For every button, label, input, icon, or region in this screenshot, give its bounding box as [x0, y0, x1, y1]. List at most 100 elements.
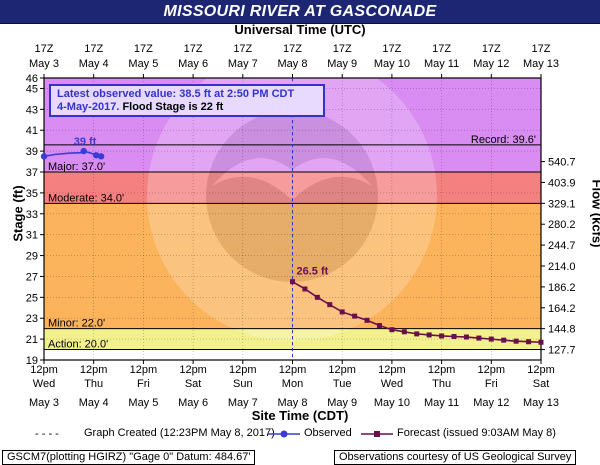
- utc-tick-hour: 17Z: [233, 43, 252, 55]
- forecast-point: [439, 333, 445, 339]
- data-credit: Observations courtesy of US Geological S…: [334, 450, 577, 465]
- local-tick-day: Fri: [137, 378, 150, 390]
- utc-tick-date: May 6: [178, 58, 208, 70]
- stage-tick-label: 27: [26, 271, 38, 283]
- utc-tick-date: May 12: [473, 58, 509, 70]
- flood-stage-note: Flood Stage is 22 ft: [122, 101, 224, 113]
- stage-tick-label: 35: [26, 188, 38, 200]
- top-axis-title: Universal Time (UTC): [234, 22, 366, 37]
- stage-axis-title: Stage (ft): [10, 185, 26, 242]
- forecast-point: [401, 329, 407, 335]
- local-tick-time: 12pm: [328, 364, 356, 376]
- utc-tick-hour: 17Z: [184, 43, 203, 55]
- stage-tick-label: 19: [26, 355, 38, 367]
- observed-point: [40, 153, 48, 160]
- local-tick-date: May 4: [79, 397, 109, 409]
- forecast-point: [526, 339, 532, 345]
- forecast-point: [352, 313, 358, 319]
- stage-tick-label: 29: [26, 251, 38, 263]
- forecast-peak-label: 26.5 ft: [297, 266, 329, 278]
- major-stage-label: Major: 37.0': [48, 161, 105, 173]
- local-tick-day: Wed: [33, 378, 55, 390]
- flow-tick-label: 403.9: [548, 177, 576, 189]
- utc-tick-date: May 11: [424, 58, 459, 70]
- local-tick-time: 12pm: [279, 364, 307, 376]
- local-tick-day: Fri: [485, 378, 498, 390]
- local-tick-time: 12pm: [179, 364, 207, 376]
- legend-forecast: Forecast (issued 9:03AM May 8): [397, 427, 556, 439]
- utc-tick-hour: 17Z: [35, 43, 54, 55]
- local-tick-day: Sun: [233, 378, 253, 390]
- forecast-point: [339, 309, 345, 315]
- forecast-point: [290, 279, 295, 285]
- local-tick-day: Wed: [381, 378, 403, 390]
- local-tick-date: May 11: [424, 397, 459, 409]
- forecast-point: [389, 327, 395, 333]
- forecast-point: [451, 334, 457, 339]
- flow-tick-label: 214.0: [548, 261, 576, 273]
- utc-tick-date: May 5: [128, 58, 158, 70]
- flow-tick-label: 540.7: [548, 157, 576, 169]
- stage-tick-label: 33: [26, 209, 38, 221]
- flow-tick-label: 280.2: [548, 219, 576, 231]
- flow-tick-label: 186.2: [548, 282, 576, 294]
- utc-tick-date: May 7: [228, 58, 258, 70]
- forecast-point: [513, 338, 519, 344]
- latest-observed-box: Latest observed value: 38.5 ft at 2:50 P…: [49, 84, 325, 117]
- legend: - - - - Graph Created (12:23PM May 8, 20…: [0, 426, 600, 442]
- forecast-legend-icon: [361, 431, 393, 437]
- forecast-point: [426, 332, 432, 338]
- observed-point: [97, 153, 105, 160]
- local-tick-date: May 12: [473, 397, 509, 409]
- local-tick-date: May 6: [178, 397, 208, 409]
- noaa-watermark-ring: [147, 51, 437, 341]
- local-tick-date: May 13: [523, 397, 559, 409]
- flow-tick-label: 127.7: [548, 345, 576, 357]
- utc-tick-hour: 17Z: [432, 43, 451, 55]
- local-tick-time: 12pm: [229, 364, 257, 376]
- noaa-gull-icon: [212, 158, 372, 200]
- forecast-point: [488, 336, 494, 342]
- utc-tick-date: May 9: [327, 58, 357, 70]
- flow-tick-label: 144.8: [548, 324, 576, 336]
- bottom-axis-title: Site Time (CDT): [251, 408, 349, 423]
- stage-tick-label: 46: [26, 73, 38, 85]
- forecast-point: [364, 317, 370, 323]
- forecast-point: [476, 335, 482, 341]
- chart-title: MISSOURI RIVER AT GASCONADE: [163, 3, 437, 20]
- forecast-point: [376, 323, 382, 329]
- legend-created: Graph Created (12:23PM May 8, 2017): [84, 427, 275, 439]
- latest-observed-value: Latest observed value: 38.5 ft at 2:50 P…: [57, 88, 295, 100]
- local-tick-date: May 7: [228, 397, 258, 409]
- local-tick-date: May 3: [29, 397, 59, 409]
- forecast-point: [327, 302, 333, 308]
- observed-legend-icon: [268, 430, 300, 438]
- stage-tick-label: 39: [26, 146, 38, 158]
- observed-point: [92, 152, 100, 159]
- observed-point: [80, 147, 87, 155]
- local-tick-date: May 5: [128, 397, 158, 409]
- local-tick-day: Sat: [533, 378, 550, 390]
- utc-tick-hour: 17Z: [84, 43, 103, 55]
- minor-stage-label: Minor: 22.0': [48, 318, 105, 330]
- utc-tick-hour: 17Z: [382, 43, 401, 55]
- utc-tick-date: May 10: [374, 58, 410, 70]
- noaa-watermark-ring: [206, 110, 378, 282]
- local-tick-time: 12pm: [527, 364, 555, 376]
- latest-observed-date: 4-May-2017.: [57, 101, 120, 113]
- local-tick-time: 12pm: [478, 364, 506, 376]
- stage-tick-label: 37: [26, 167, 38, 179]
- stage-tick-label: 45: [26, 83, 38, 95]
- utc-tick-hour: 17Z: [333, 43, 352, 55]
- local-tick-day: Tue: [333, 378, 352, 390]
- utc-tick-date: May 8: [278, 58, 308, 70]
- forecast-point: [314, 294, 320, 300]
- local-tick-time: 12pm: [30, 364, 58, 376]
- gage-info: GSCM7(plotting HGIRZ) "Gage 0" Datum: 48…: [2, 450, 256, 465]
- forecast-point: [414, 331, 420, 337]
- dashed-line-legend-icon: - - - -: [35, 428, 59, 440]
- stage-tick-label: 31: [26, 230, 38, 242]
- local-tick-time: 12pm: [428, 364, 456, 376]
